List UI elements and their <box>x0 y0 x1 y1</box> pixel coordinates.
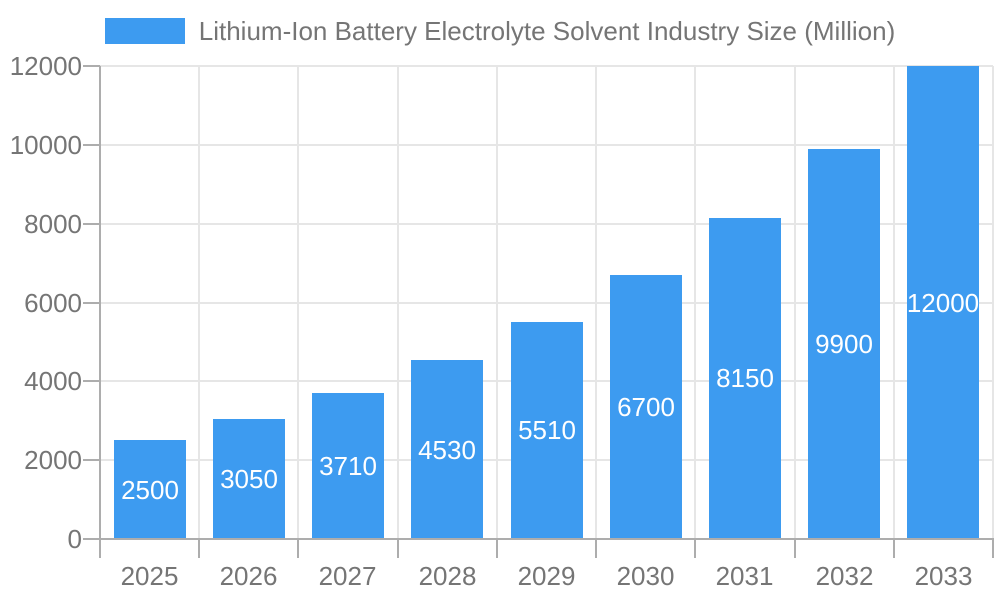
y-tick-label: 2000 <box>24 445 82 475</box>
legend-label: Lithium-Ion Battery Electrolyte Solvent … <box>198 15 896 46</box>
x-tick-label: 2031 <box>715 561 774 591</box>
x-tick-label: 2030 <box>616 561 675 591</box>
gridline-vertical <box>397 66 399 539</box>
gridline-vertical <box>893 66 895 539</box>
bar-value-label: 5510 <box>518 415 576 445</box>
gridline-vertical <box>496 66 498 539</box>
x-axis-line <box>99 538 994 540</box>
bar <box>114 440 186 538</box>
gridline-vertical <box>595 66 597 539</box>
x-tick-label: 2026 <box>219 561 278 591</box>
x-tick-label: 2025 <box>120 561 179 591</box>
bar-value-label: 3710 <box>319 451 377 481</box>
y-axis-line <box>99 66 101 539</box>
x-axis-tick <box>297 539 299 558</box>
y-tick-label: 8000 <box>24 209 82 239</box>
y-tick-label: 10000 <box>9 130 82 160</box>
x-axis-tick <box>198 539 200 558</box>
y-axis-tick <box>83 223 100 225</box>
bar <box>907 66 979 538</box>
x-tick-label: 2029 <box>517 561 576 591</box>
y-tick-label: 0 <box>67 524 82 554</box>
x-tick-label: 2032 <box>815 561 874 591</box>
bar <box>411 360 483 538</box>
bar <box>312 393 384 538</box>
gridline-vertical <box>198 66 200 539</box>
bar-value-label: 12000 <box>906 288 980 318</box>
x-axis-tick <box>397 539 399 558</box>
y-tick-label: 6000 <box>24 288 82 318</box>
y-axis-tick <box>83 380 100 382</box>
y-tick-label: 12000 <box>9 51 82 81</box>
x-axis-tick <box>992 539 994 558</box>
x-tick-label: 2033 <box>914 561 973 591</box>
y-axis-tick <box>83 144 100 146</box>
y-axis-tick <box>83 538 100 540</box>
gridline-horizontal <box>100 144 993 146</box>
y-tick-label: 4000 <box>24 366 82 396</box>
gridline-vertical <box>694 66 696 539</box>
gridline-horizontal <box>100 65 993 67</box>
gridline-vertical <box>297 66 299 539</box>
bar-value-label: 6700 <box>617 392 675 422</box>
bar <box>709 218 781 538</box>
legend-swatch <box>104 18 185 44</box>
bar-value-label: 8150 <box>716 363 774 393</box>
x-axis-tick <box>694 539 696 558</box>
y-axis-tick <box>83 65 100 67</box>
bar <box>511 322 583 538</box>
x-axis-tick <box>496 539 498 558</box>
x-tick-label: 2028 <box>418 561 477 591</box>
bar-value-label: 2500 <box>121 475 179 505</box>
x-axis-tick <box>893 539 895 558</box>
gridline-horizontal <box>100 223 993 225</box>
bar <box>610 275 682 538</box>
bar <box>808 149 880 538</box>
bar-value-label: 3050 <box>220 464 278 494</box>
x-axis-tick <box>99 539 101 558</box>
y-axis-tick <box>83 459 100 461</box>
bar <box>213 419 285 538</box>
legend: Lithium-Ion Battery Electrolyte Solvent … <box>0 14 1000 48</box>
gridline-vertical <box>794 66 796 539</box>
gridline-vertical <box>992 66 994 539</box>
x-axis-tick <box>794 539 796 558</box>
y-axis-tick <box>83 302 100 304</box>
bar-value-label: 9900 <box>815 329 873 359</box>
x-tick-label: 2027 <box>318 561 377 591</box>
x-axis-tick <box>595 539 597 558</box>
bar-value-label: 4530 <box>418 435 476 465</box>
gridline-horizontal <box>100 302 993 304</box>
